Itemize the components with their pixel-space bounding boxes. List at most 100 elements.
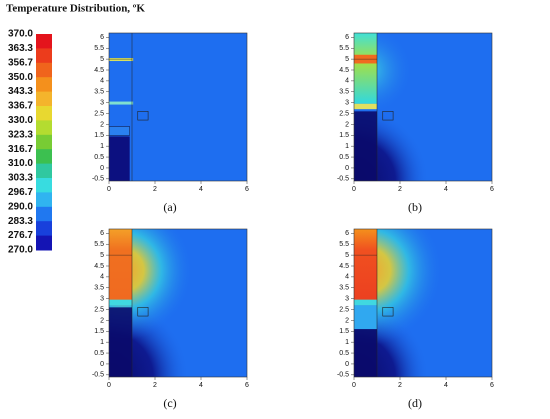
y-tick-label: 6 bbox=[345, 34, 349, 41]
y-tick-label: 0.5 bbox=[339, 154, 349, 161]
x-tick-label: 6 bbox=[245, 382, 249, 389]
heatmap bbox=[109, 229, 247, 377]
y-tick-label: 5 bbox=[345, 56, 349, 63]
plot-frame bbox=[353, 32, 493, 182]
cold-block bbox=[354, 111, 377, 181]
colorbar-segment bbox=[36, 149, 52, 165]
colorbar-segment bbox=[36, 163, 52, 179]
y-tick-label: 2 bbox=[345, 317, 349, 324]
colorbar-segment bbox=[36, 120, 52, 136]
colorbar-segment bbox=[36, 77, 52, 93]
y-tick-label: 1 bbox=[100, 339, 104, 346]
y-tick-label: 1 bbox=[345, 143, 349, 150]
colorbar-segment bbox=[36, 34, 52, 49]
heatmap bbox=[354, 33, 492, 181]
colorbar-label: 303.3 bbox=[8, 173, 33, 184]
probe bbox=[382, 307, 394, 317]
y-tick-label: 2 bbox=[345, 121, 349, 128]
y-tick-label: 4.5 bbox=[94, 67, 104, 74]
y-tick-label: 3 bbox=[345, 295, 349, 302]
y-tick-label: 3 bbox=[100, 295, 104, 302]
x-tick-label: 4 bbox=[444, 186, 448, 193]
y-tick-label: 0.5 bbox=[94, 350, 104, 357]
heatmap bbox=[109, 33, 247, 181]
colorbar-label: 290.0 bbox=[8, 201, 33, 212]
y-tick-label: 5.5 bbox=[94, 45, 104, 52]
y-tick-label: 5.5 bbox=[94, 241, 104, 248]
y-tick-label: 2.5 bbox=[339, 306, 349, 313]
colorbar-label: 283.3 bbox=[8, 216, 33, 227]
colorbar-label: 270.0 bbox=[8, 245, 33, 256]
probe bbox=[137, 111, 149, 121]
heat-column bbox=[354, 229, 377, 300]
y-tick-label: 0.5 bbox=[94, 154, 104, 161]
panel: -0.500.511.522.533.544.555.560 2 4 6(c) bbox=[92, 228, 249, 410]
colorbar-segment bbox=[36, 178, 52, 193]
cold-block bbox=[109, 307, 132, 377]
colorbar-label: 316.7 bbox=[8, 144, 33, 155]
y-tick-label: -0.5 bbox=[92, 176, 104, 183]
y-tick-label: 5 bbox=[345, 252, 349, 259]
y-tick-label: 3.5 bbox=[339, 89, 349, 96]
colorbar-segment bbox=[36, 192, 52, 208]
colorbar-segment bbox=[36, 134, 52, 150]
colorbar-segment bbox=[36, 206, 52, 222]
plot-frame bbox=[108, 228, 248, 378]
y-tick-label: 5.5 bbox=[339, 241, 349, 248]
colorbar-label: 310.0 bbox=[8, 158, 33, 169]
y-tick-label: 4 bbox=[100, 274, 104, 281]
y-tick-label: 2.5 bbox=[94, 306, 104, 313]
panel: -0.500.511.522.533.544.555.560 2 4 6(a) bbox=[92, 32, 249, 214]
colorbar-label: 336.7 bbox=[8, 101, 33, 112]
x-tick-label: 2 bbox=[398, 186, 402, 193]
colorbar-label: 330.0 bbox=[8, 115, 33, 126]
x-tick-label: 6 bbox=[490, 186, 494, 193]
cold-block bbox=[354, 329, 377, 377]
y-tick-label: 2 bbox=[100, 121, 104, 128]
y-tick-label: 3.5 bbox=[94, 89, 104, 96]
panel-label: (d) bbox=[408, 396, 422, 410]
probe bbox=[137, 307, 149, 317]
colorbar-label: 296.7 bbox=[8, 187, 33, 198]
y-tick-label: 2 bbox=[100, 317, 104, 324]
y-tick-label: -0.5 bbox=[337, 372, 349, 379]
y-tick-label: 3.5 bbox=[94, 285, 104, 292]
y-tick-label: 6 bbox=[345, 230, 349, 237]
y-tick-label: 3 bbox=[345, 99, 349, 106]
y-tick-label: 1 bbox=[345, 339, 349, 346]
colorbar-segment bbox=[36, 221, 52, 237]
x-tick-label: 0 bbox=[352, 186, 356, 193]
y-tick-label: 5 bbox=[100, 56, 104, 63]
y-tick-label: 6 bbox=[100, 230, 104, 237]
panel: -0.500.511.522.533.544.555.560 2 4 6(b) bbox=[337, 32, 494, 214]
colorbar-segment bbox=[36, 91, 52, 107]
y-tick-label: 3.5 bbox=[339, 285, 349, 292]
x-tick-label: 0 bbox=[107, 382, 111, 389]
colorbar-label: 276.7 bbox=[8, 230, 33, 241]
colorbar-label: 350.0 bbox=[8, 72, 33, 83]
x-tick-label: 2 bbox=[398, 382, 402, 389]
x-tick-label: 2 bbox=[153, 186, 157, 193]
heat-column bbox=[109, 229, 132, 300]
y-tick-label: 5 bbox=[100, 252, 104, 259]
y-tick-label: 4 bbox=[345, 274, 349, 281]
colorbar-label: 323.3 bbox=[8, 129, 33, 140]
y-tick-label: 0 bbox=[345, 165, 349, 172]
y-tick-label: 0 bbox=[100, 165, 104, 172]
warm-line bbox=[109, 101, 134, 105]
colorbar-segment bbox=[36, 106, 52, 121]
figure-title: Temperature Distribution, ºK bbox=[6, 3, 145, 15]
y-tick-label: -0.5 bbox=[92, 372, 104, 379]
panel-label: (c) bbox=[163, 396, 176, 410]
x-tick-label: 6 bbox=[490, 382, 494, 389]
warm-line bbox=[109, 58, 134, 62]
heatmap bbox=[354, 229, 492, 377]
x-tick-label: 0 bbox=[352, 382, 356, 389]
x-tick-label: 6 bbox=[245, 186, 249, 193]
mid-band bbox=[354, 299, 377, 306]
y-tick-label: 5.5 bbox=[339, 45, 349, 52]
x-tick-label: 4 bbox=[444, 382, 448, 389]
mid-band bbox=[109, 299, 132, 306]
y-tick-label: 0 bbox=[100, 361, 104, 368]
heat-column bbox=[354, 33, 377, 104]
